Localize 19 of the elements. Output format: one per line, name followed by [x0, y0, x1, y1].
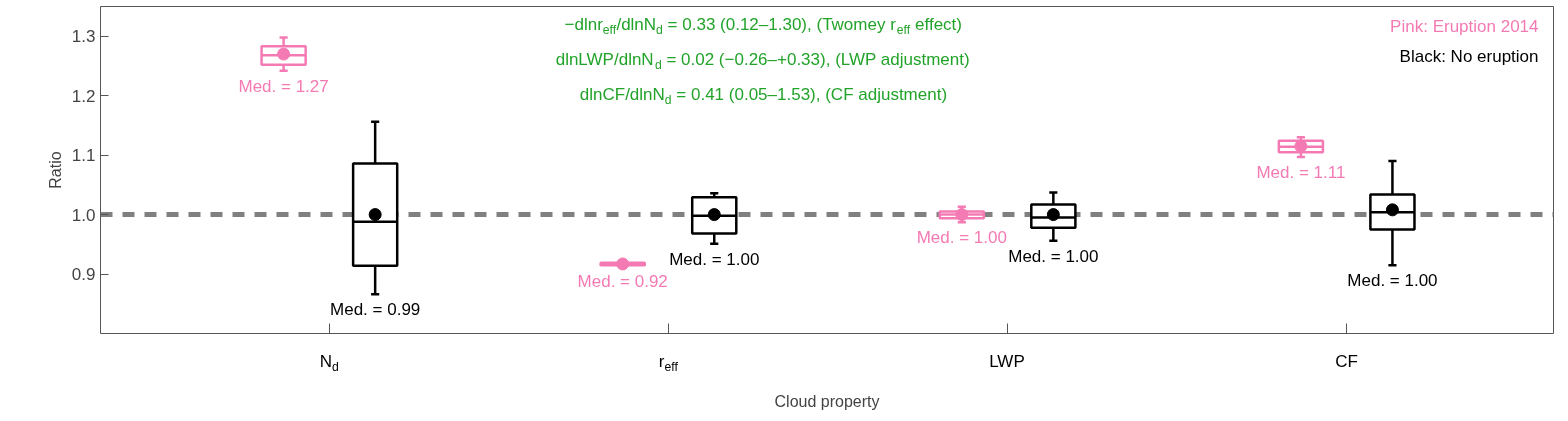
- text: Med. = 1.00: [916, 228, 1007, 248]
- y-tick-label: 0.9: [71, 265, 96, 285]
- x-axis-title: Cloud property: [774, 393, 880, 411]
- y-axis-title: Ratio: [46, 151, 64, 189]
- text: Med. = 1.11: [1256, 162, 1346, 182]
- y-tick-label: 1.0: [71, 205, 96, 225]
- text: Med. = 1.27: [238, 76, 329, 96]
- y-tick-label: 1.2: [71, 86, 96, 106]
- y-tick-label: 1.3: [71, 27, 96, 47]
- x-tick-label: CF: [1335, 351, 1358, 371]
- text: Med. = 1.00: [1347, 271, 1438, 291]
- text: Med. = 0.99: [330, 300, 421, 320]
- text: Med. = 1.00: [669, 249, 760, 269]
- text: Black: No eruption: [1399, 46, 1539, 66]
- text: Med. = 0.92: [577, 272, 668, 292]
- x-tick-label: LWP: [989, 351, 1025, 371]
- text: Pink: Eruption 2014: [1390, 16, 1539, 36]
- text: Med. = 1.00: [1008, 246, 1099, 266]
- y-tick-label: 1.1: [71, 146, 96, 166]
